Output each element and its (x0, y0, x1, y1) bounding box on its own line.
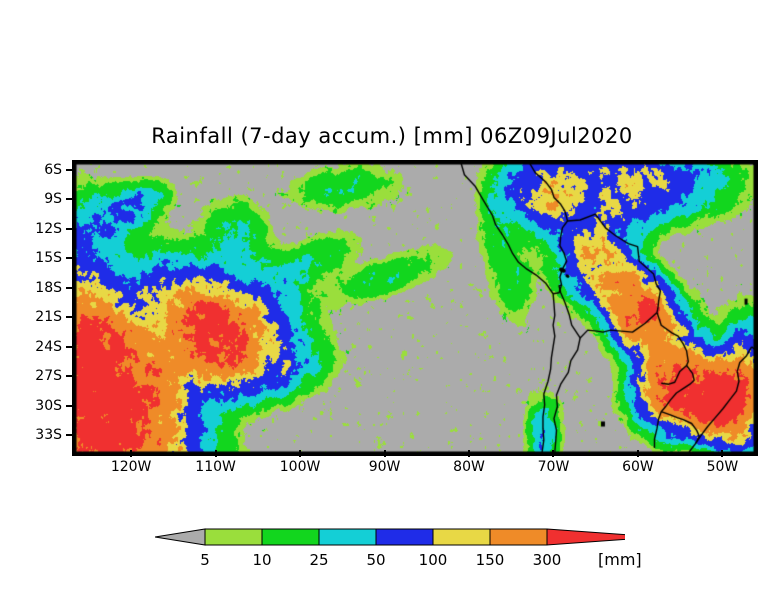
colorbar-swatches (155, 528, 625, 546)
colorbar-swatch (204, 528, 263, 546)
colorbar-under-arrow (155, 528, 206, 546)
colorbar-tick-label: 300 (532, 551, 562, 569)
colorbar-swatch (375, 528, 434, 546)
colorbar-tick-label: 10 (252, 551, 272, 569)
colorbar-swatch (432, 528, 491, 546)
y-tick-label: 21S (35, 309, 62, 326)
x-tick-label: 60W (622, 459, 654, 475)
y-tick-mark (66, 404, 73, 407)
y-tick-label: 24S (35, 338, 62, 355)
y-tick-mark (66, 257, 73, 260)
x-tick-label: 100W (279, 459, 321, 475)
x-tick-mark (383, 450, 386, 457)
y-tick-mark (66, 227, 73, 230)
y-tick-label: 30S (35, 397, 62, 414)
x-tick-mark (468, 450, 471, 457)
colorbar-tick-label: 5 (200, 551, 210, 569)
x-tick-label: 50W (706, 459, 739, 475)
y-tick-label: 27S (35, 368, 62, 385)
y-tick-mark (66, 345, 73, 348)
y-tick-label: 12S (35, 220, 62, 237)
x-tick-label: 110W (195, 459, 236, 475)
x-tick-label: 120W (110, 459, 152, 475)
y-tick-label: 6S (44, 161, 62, 178)
colorbar-tick-label: 25 (309, 551, 329, 569)
colorbar-tick-label: 100 (418, 551, 448, 569)
x-tick-mark (214, 450, 217, 457)
rainfall-heatmap (75, 163, 755, 453)
colorbar-swatch (318, 528, 377, 546)
colorbar-tick-label: 50 (366, 551, 386, 569)
x-tick-label: 70W (537, 459, 570, 475)
x-tick-mark (552, 450, 555, 457)
y-tick-label: 15S (35, 250, 62, 267)
x-tick-mark (721, 450, 724, 457)
x-axis: 120W 110W 100W 90W 80W 70W 60W 50W (0, 450, 784, 480)
y-tick-label: 18S (35, 279, 62, 296)
x-tick-mark (636, 450, 639, 457)
x-tick-label: 80W (453, 459, 485, 475)
y-tick-label: 9S (44, 191, 62, 208)
colorbar-swatch (261, 528, 320, 546)
colorbar-units: [mm] (598, 550, 642, 569)
x-tick-mark (130, 450, 133, 457)
y-tick-mark (66, 286, 73, 289)
colorbar-over-arrow (546, 528, 625, 546)
y-tick-mark (66, 434, 73, 437)
x-tick-mark (299, 450, 302, 457)
colorbar: [mm] 5 10 25 50 100 150 300 (0, 524, 784, 584)
colorbar-swatch (489, 528, 548, 546)
y-tick-mark (66, 375, 73, 378)
y-tick-label: 33S (35, 427, 62, 444)
x-tick-label: 90W (368, 459, 401, 475)
map-plot-area[interactable] (72, 160, 758, 456)
y-tick-mark (66, 168, 73, 171)
y-tick-mark (66, 198, 73, 201)
page-title: Rainfall (7-day accum.) [mm] 06Z09Jul202… (151, 124, 633, 148)
colorbar-tick-label: 150 (475, 551, 505, 569)
y-tick-mark (66, 316, 73, 319)
y-axis: 6S 9S 12S 15S 18S 21S 24S 27S 30S 33S (0, 0, 73, 612)
